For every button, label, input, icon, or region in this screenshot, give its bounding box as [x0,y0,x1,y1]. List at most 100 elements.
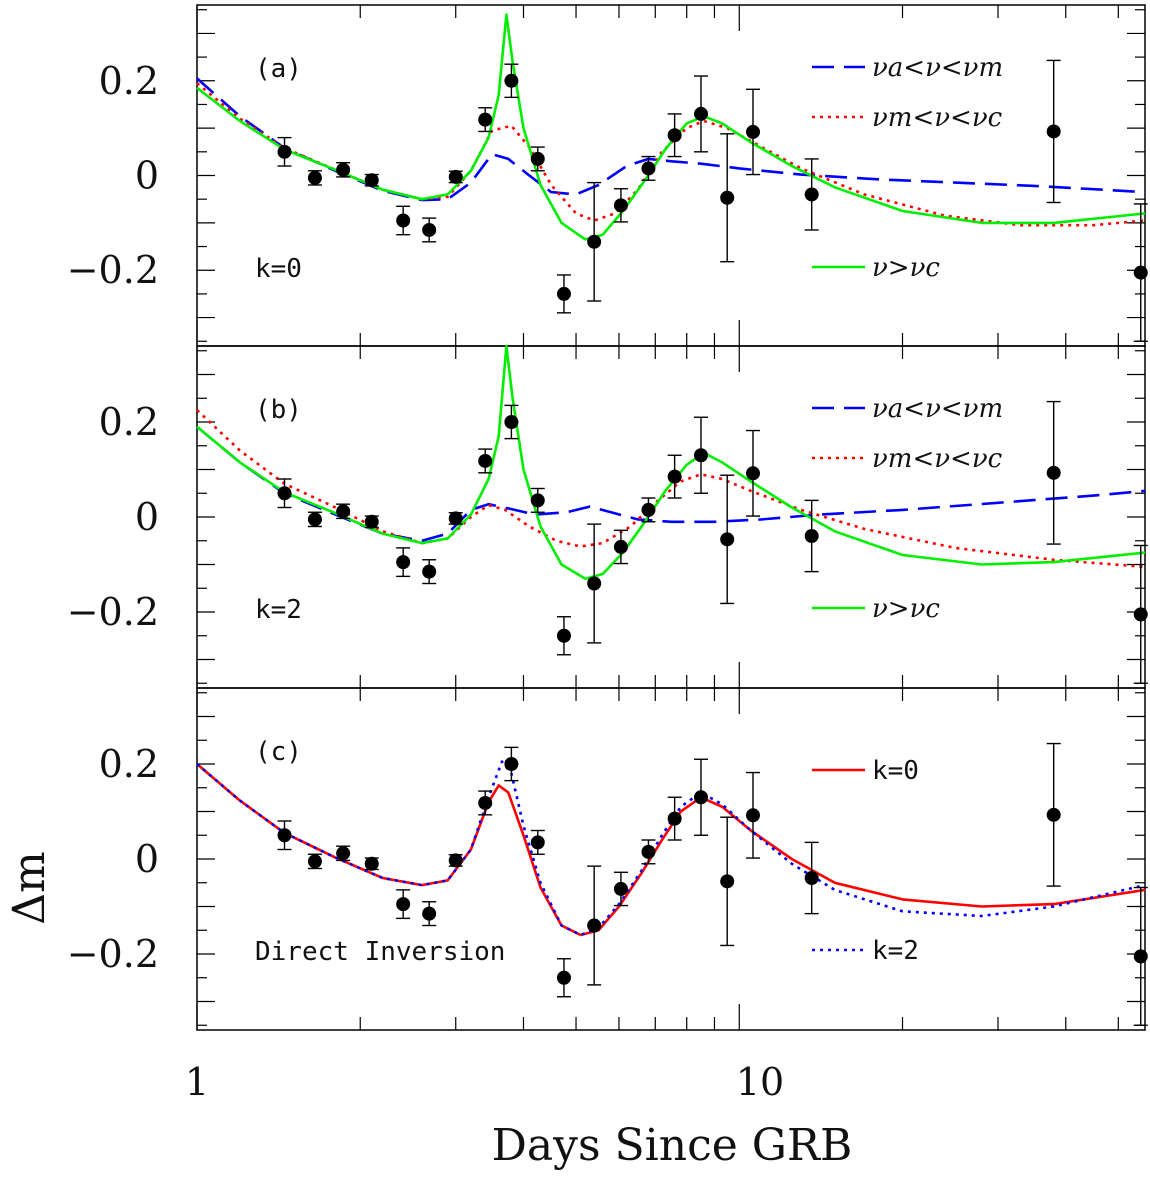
data-point [530,835,545,850]
data-point [556,286,571,301]
data-point [364,856,379,871]
panels-layer: 0.2 0 −0.2 (a) k=0 νa<ν<νm νm<ν<νc ν>νc 0.2 0 −0.2… [67,4,1148,1031]
data-point [1046,124,1061,139]
x-axis-title: Days Since GRB [492,1120,853,1171]
data-point [1046,465,1061,480]
data-point [587,234,602,249]
panel-note: k=0 [255,254,302,284]
data-point [396,897,411,912]
data-point [745,124,760,139]
y-tick-label: −0.2 [67,932,159,976]
y-tick-label: 0 [135,837,159,881]
legend-label: ν>νc [872,253,940,283]
panel-tag: (a) [255,54,302,84]
data-point [336,846,351,861]
data-point [448,511,463,526]
panel-tag: (b) [255,395,302,425]
data-point [694,106,709,121]
data-point [530,151,545,166]
data-point [364,173,379,188]
data-point [364,514,379,529]
series-line-2 [196,409,1146,569]
data-point [641,161,656,176]
series-line-3 [196,13,1146,241]
x-tick-label-10: 10 [736,1060,784,1104]
y-axis-title: Δm [4,851,55,925]
data-point [720,874,735,889]
data-point [694,790,709,805]
data-point [587,576,602,591]
data-point [613,539,628,554]
data-point [336,504,351,519]
data-point [504,757,519,771]
data-point [448,169,463,184]
data-point [336,162,351,177]
legend-label: k=2 [872,936,919,966]
data-point [478,112,493,127]
series-line-1 [196,763,1146,937]
y-tick-label: 0 [135,154,159,198]
data-point [556,628,571,643]
y-tick-label: 0.2 [99,59,159,103]
data-point [641,502,656,517]
series-line-2 [196,82,1146,227]
data-point [422,564,437,579]
y-tick-label: 0.2 [99,400,159,444]
data-point [1133,265,1148,280]
data-point [694,448,709,463]
data-point [641,844,656,859]
data-point [613,198,628,213]
data-point [556,970,571,985]
data-point [277,144,292,159]
data-point [667,128,682,143]
data-point [1133,607,1148,622]
data-point [745,808,760,823]
data-point [396,213,411,228]
data-point [277,828,292,843]
data-point [307,512,322,527]
data-point [667,811,682,826]
legend-label: νa<ν<νm [872,394,1003,424]
data-point [804,529,819,543]
legend-label: νm<ν<νc [872,444,1003,474]
data-point [422,222,437,237]
data-point [504,73,519,88]
panel-note: Direct Inversion [255,937,505,967]
panel-2: 0.2 0 −0.2 (b) k=2 νa<ν<νm νm<ν<νc ν>νc [67,344,1148,689]
data-point [587,918,602,933]
data-point [745,466,760,481]
legend-label: νa<ν<νm [872,53,1003,83]
y-tick-label: −0.2 [67,590,159,634]
y-tick-label: 0 [135,495,159,539]
series-line-2 [196,760,1146,937]
data-point [478,453,493,468]
series-line-3 [196,344,1146,581]
legend-label: ν>νc [872,594,940,624]
data-point [478,795,493,810]
data-point [448,853,463,868]
data-point [804,871,819,885]
x-tick-label-1: 1 [185,1060,209,1104]
y-tick-label: 0.2 [99,742,159,786]
data-point [613,881,628,896]
panel-tag: (c) [255,737,302,767]
data-point [804,187,819,202]
panel-3: 0.2 0 −0.2 (c) Direct Inversion k=0 k=2 [67,687,1148,1031]
panel-1: 0.2 0 −0.2 (a) k=0 νa<ν<νm νm<ν<νc ν>νc [67,4,1148,347]
data-point [277,486,292,501]
data-point [530,493,545,508]
data-point [422,906,437,921]
y-tick-label: −0.2 [67,248,159,292]
data-point [667,469,682,484]
data-point [396,555,411,570]
panel-note: k=2 [255,595,302,625]
data-point [1046,807,1061,822]
data-point [307,170,322,185]
data-point [504,415,519,429]
legend-label: νm<ν<νc [872,103,1003,133]
data-point [307,854,322,869]
data-point [1133,949,1148,964]
data-point [720,190,735,205]
data-point [720,532,735,547]
